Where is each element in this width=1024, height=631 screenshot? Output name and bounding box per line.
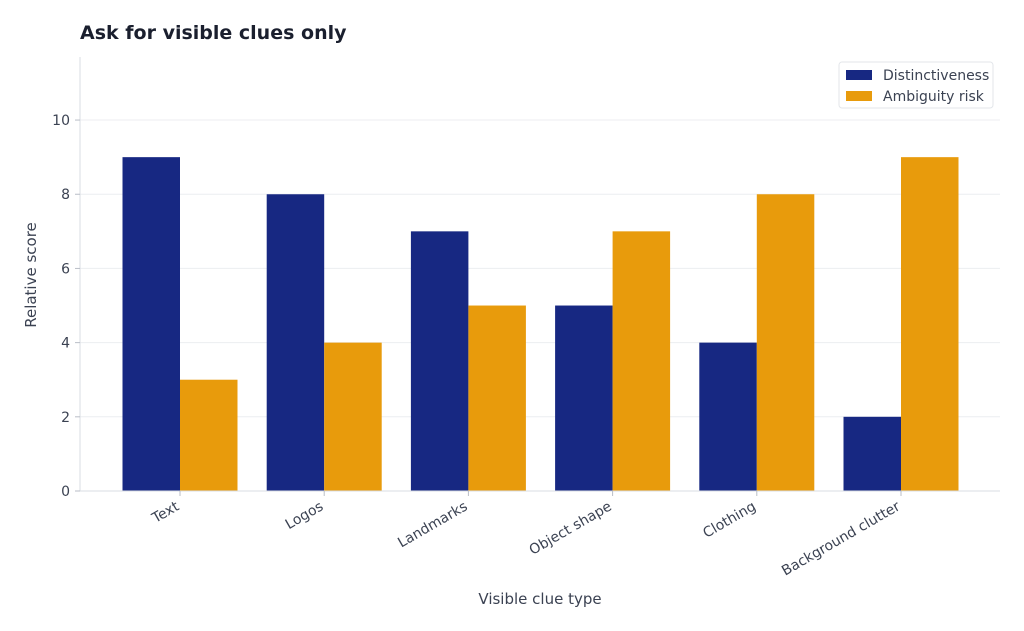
bar-ambiguity-risk-object-shape <box>612 231 671 492</box>
x-tick-label-text: Text <box>149 498 183 527</box>
y-tick-label: 6 <box>61 261 70 277</box>
x-tick-label-logos: Logos <box>283 499 326 533</box>
bars-layer <box>122 157 959 492</box>
bar-ambiguity-risk-text <box>180 379 238 491</box>
bar-ambiguity-risk-background-clutter <box>901 157 959 491</box>
legend-box <box>838 61 994 109</box>
legend-swatch-ambiguity-risk <box>846 91 872 101</box>
x-tick-label-clothing: Clothing <box>700 499 758 542</box>
y-tick-label: 8 <box>61 187 70 203</box>
legend-label-distinctiveness: Distinctiveness <box>883 68 989 84</box>
x-tick-label-landmarks: Landmarks <box>395 499 470 552</box>
y-axis-label: Relative score <box>22 222 40 328</box>
legend-label-ambiguity-risk: Ambiguity risk <box>883 89 985 105</box>
x-axis-label: Visible clue type <box>478 590 601 608</box>
legend-swatch-distinctiveness <box>846 70 872 80</box>
x-tick-label-object-shape: Object shape <box>527 499 615 559</box>
bar-distinctiveness-landmarks <box>410 231 469 492</box>
chart-title: Ask for visible clues only <box>80 22 347 44</box>
bar-ambiguity-risk-clothing <box>756 194 815 491</box>
axes-layer <box>79 57 1000 492</box>
bar-ambiguity-risk-landmarks <box>468 305 526 491</box>
bar-distinctiveness-text <box>122 157 180 491</box>
y-tick-label: 2 <box>61 410 70 426</box>
grid-layer <box>80 119 1000 418</box>
y-tick-label: 10 <box>52 113 70 129</box>
bar-distinctiveness-object-shape <box>555 305 613 491</box>
bar-distinctiveness-background-clutter <box>843 416 901 491</box>
bar-ambiguity-risk-logos <box>324 342 382 491</box>
y-tick-label: 4 <box>61 336 70 352</box>
legend: Distinctiveness Ambiguity risk <box>838 61 994 109</box>
x-tick-label-background-clutter: Background clutter <box>779 498 903 579</box>
bar-distinctiveness-clothing <box>699 342 757 491</box>
bar-distinctiveness-logos <box>266 194 325 491</box>
y-tick-label: 0 <box>61 484 70 500</box>
